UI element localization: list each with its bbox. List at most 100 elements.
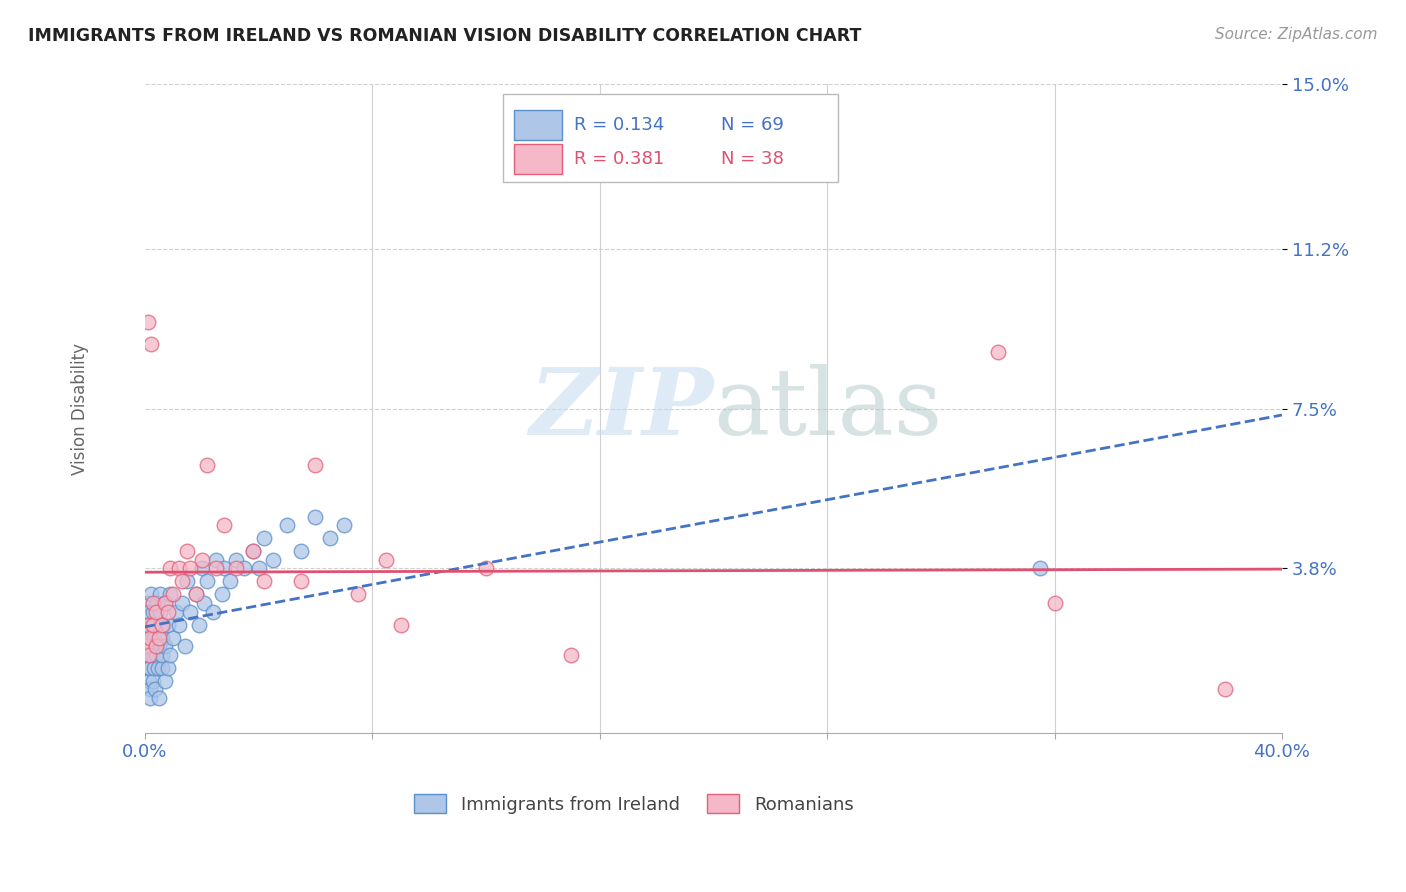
Point bbox=[262, 553, 284, 567]
Point bbox=[219, 574, 242, 589]
Point bbox=[162, 631, 184, 645]
Point bbox=[153, 673, 176, 688]
Point bbox=[560, 648, 582, 662]
Point bbox=[139, 587, 162, 601]
Point bbox=[148, 691, 170, 706]
Point bbox=[145, 605, 167, 619]
Point bbox=[184, 587, 207, 601]
Point bbox=[1029, 561, 1052, 575]
Point bbox=[145, 596, 167, 610]
Point bbox=[475, 561, 498, 575]
Point bbox=[253, 531, 276, 545]
Point bbox=[184, 587, 207, 601]
Point bbox=[136, 661, 159, 675]
Point bbox=[142, 661, 165, 675]
Point bbox=[1043, 596, 1066, 610]
Point bbox=[179, 561, 201, 575]
Text: atlas: atlas bbox=[713, 364, 942, 453]
Point bbox=[155, 639, 177, 653]
Point bbox=[253, 574, 276, 589]
Point bbox=[145, 617, 167, 632]
Point bbox=[135, 639, 157, 653]
Point bbox=[156, 661, 179, 675]
Point bbox=[389, 617, 412, 632]
Point bbox=[145, 639, 167, 653]
Point bbox=[141, 648, 163, 662]
FancyBboxPatch shape bbox=[503, 95, 838, 182]
Text: N = 69: N = 69 bbox=[721, 116, 785, 135]
Point bbox=[150, 631, 173, 645]
Point bbox=[146, 661, 169, 675]
Point bbox=[225, 553, 247, 567]
Point bbox=[138, 673, 160, 688]
Point bbox=[176, 574, 198, 589]
Point bbox=[165, 605, 187, 619]
Point bbox=[142, 605, 165, 619]
Point bbox=[173, 639, 195, 653]
Point bbox=[333, 518, 356, 533]
Point bbox=[142, 673, 165, 688]
Legend: Immigrants from Ireland, Romanians: Immigrants from Ireland, Romanians bbox=[406, 787, 860, 821]
Point bbox=[290, 544, 312, 558]
Point bbox=[153, 596, 176, 610]
Point bbox=[167, 561, 190, 575]
Point bbox=[190, 561, 212, 575]
Point bbox=[148, 639, 170, 653]
Point bbox=[304, 509, 326, 524]
Text: ZIP: ZIP bbox=[529, 364, 713, 453]
Point bbox=[375, 553, 398, 567]
Point bbox=[233, 561, 256, 575]
Point bbox=[170, 574, 193, 589]
Point bbox=[139, 661, 162, 675]
Point bbox=[139, 336, 162, 351]
Point bbox=[138, 605, 160, 619]
Point bbox=[159, 648, 181, 662]
Point bbox=[170, 596, 193, 610]
Point bbox=[142, 617, 165, 632]
Point bbox=[205, 553, 228, 567]
Point bbox=[211, 587, 233, 601]
Point bbox=[193, 596, 215, 610]
Point bbox=[149, 587, 172, 601]
Point bbox=[242, 544, 264, 558]
Text: IMMIGRANTS FROM IRELAND VS ROMANIAN VISION DISABILITY CORRELATION CHART: IMMIGRANTS FROM IRELAND VS ROMANIAN VISI… bbox=[28, 27, 862, 45]
FancyBboxPatch shape bbox=[515, 145, 562, 174]
Point bbox=[167, 617, 190, 632]
Point bbox=[347, 587, 370, 601]
Point bbox=[136, 631, 159, 645]
Point bbox=[156, 605, 179, 619]
Point bbox=[136, 596, 159, 610]
FancyBboxPatch shape bbox=[515, 111, 562, 140]
Point bbox=[139, 631, 162, 645]
Point bbox=[148, 631, 170, 645]
Point bbox=[156, 617, 179, 632]
Text: R = 0.381: R = 0.381 bbox=[574, 150, 664, 168]
Point bbox=[179, 605, 201, 619]
Point bbox=[135, 617, 157, 632]
Point bbox=[150, 617, 173, 632]
Point bbox=[195, 458, 218, 472]
Point bbox=[176, 544, 198, 558]
Point bbox=[290, 574, 312, 589]
Point bbox=[318, 531, 340, 545]
Point bbox=[145, 648, 167, 662]
Point bbox=[138, 639, 160, 653]
Point bbox=[187, 617, 209, 632]
Point bbox=[987, 345, 1010, 359]
Point bbox=[138, 622, 160, 636]
Point bbox=[150, 661, 173, 675]
Point bbox=[304, 458, 326, 472]
Point bbox=[153, 596, 176, 610]
Point bbox=[276, 518, 298, 533]
Point bbox=[139, 691, 162, 706]
Point bbox=[138, 682, 160, 697]
Point bbox=[143, 631, 166, 645]
Point bbox=[136, 315, 159, 329]
Y-axis label: Vision Disability: Vision Disability bbox=[72, 343, 89, 475]
Text: R = 0.134: R = 0.134 bbox=[574, 116, 664, 135]
Point bbox=[195, 574, 218, 589]
Point bbox=[162, 587, 184, 601]
Point bbox=[152, 617, 174, 632]
Point bbox=[1213, 682, 1236, 697]
Point bbox=[141, 639, 163, 653]
